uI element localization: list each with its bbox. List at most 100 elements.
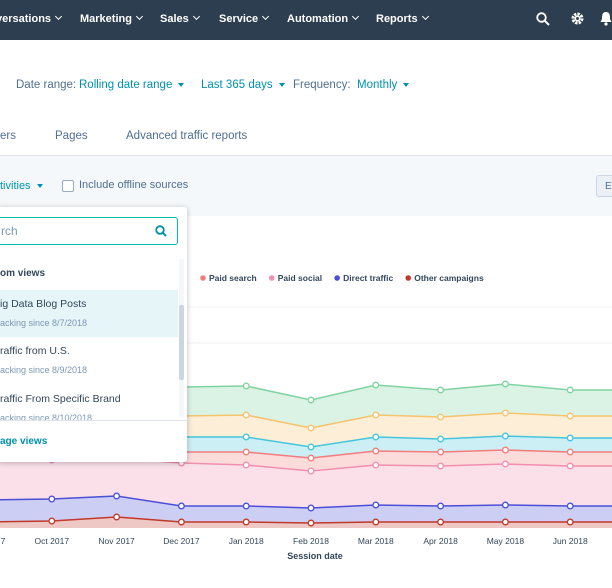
legend-label: Paid social [278,273,322,283]
point [372,433,380,441]
export-button[interactable]: E [596,175,612,197]
area [0,458,612,508]
x-tick-label: Apr 2018 [423,536,458,546]
frequency-select[interactable]: Monthly [357,79,409,91]
nav-item[interactable]: Service [219,13,268,25]
point [372,461,380,469]
search-input[interactable]: rch [0,217,178,245]
tab[interactable]: ers [0,130,16,142]
x-tick-label: Oct 2017 [35,536,70,546]
checkbox-label[interactable]: Include offline sources [79,179,189,191]
point [372,411,380,419]
legend-swatch [200,275,206,281]
legend-swatch [334,275,340,281]
x-tick-label: Nov 2017 [98,536,135,546]
group-header: om views [0,268,46,279]
point [113,492,121,500]
point [307,396,315,404]
point [307,467,315,475]
point [437,413,445,421]
point [501,432,509,440]
point [242,502,250,510]
item-title[interactable]: ig Data Blog Posts [0,298,87,310]
x-tick-label: 7 [1,536,6,546]
point [113,513,121,521]
point [437,462,445,470]
point [501,446,509,454]
x-tick-label: Dec 2017 [163,536,200,546]
point [566,386,574,394]
point [501,409,509,417]
x-tick-label: May 2018 [487,536,525,546]
point [307,443,315,451]
point [307,454,315,462]
search-placeholder: rch [1,224,18,238]
settings-icon[interactable] [570,11,585,26]
point [307,424,315,432]
tab[interactable]: Advanced traffic reports [126,130,248,142]
point [242,382,250,390]
item-subtitle: acking since 8/10/2018 [0,413,93,420]
tab[interactable]: Pages [55,130,88,142]
nav-item[interactable]: versations [0,13,61,25]
legend-swatch [405,275,412,281]
point [48,517,56,525]
point [372,501,380,509]
nav-item[interactable]: Reports [376,13,428,25]
divider [0,420,187,421]
point [372,518,380,526]
point [437,435,445,443]
frequency-label: Frequency: [293,79,351,91]
point [566,518,574,526]
nav-item[interactable]: Sales [160,13,199,25]
checkbox[interactable] [62,180,74,192]
area [0,517,612,528]
x-tick-label: Jan 2018 [229,536,264,546]
legend-label: Paid search [209,273,257,283]
item-title[interactable]: raffic from U.S. [0,345,70,357]
legend-swatch [268,275,275,281]
legend-label: Direct traffic [343,273,393,283]
nav-item[interactable]: Marketing [80,13,142,25]
point [242,448,250,456]
search-icon[interactable] [536,12,550,26]
item-title[interactable]: raffic From Specific Brand [0,393,121,405]
item-highlight [0,290,178,337]
filter-select[interactable]: tivities [0,180,43,192]
point [242,411,250,419]
x-tick-label: Feb 2018 [293,536,329,546]
point [177,518,185,526]
area [0,496,612,523]
footer-link[interactable]: age views [0,436,48,447]
point [501,460,509,468]
search-icon [155,225,167,237]
scrollbar-thumb[interactable] [179,305,184,380]
point [566,448,574,456]
point [566,462,574,470]
dropdown: rch om views ig Data Blog Posts acking s… [0,207,187,462]
notifications-icon[interactable] [600,11,612,26]
point [307,519,315,527]
date-range-label: Date range: [16,79,77,91]
point [437,502,445,510]
item-subtitle: acking since 8/9/2018 [0,365,88,375]
date-range-select[interactable]: Rolling date range [79,79,184,91]
point [566,412,574,420]
point [242,518,250,526]
point [566,502,574,510]
point [372,447,380,455]
point [501,518,509,526]
point [437,448,445,456]
point [501,380,509,388]
point [307,504,315,512]
point [372,381,380,389]
period-select[interactable]: Last 365 days [201,79,285,91]
x-tick-label: Mar 2018 [358,536,394,546]
nav-item[interactable]: Automation [287,13,358,25]
point [242,461,250,469]
point [48,495,56,503]
legend-label: Other campaigns [414,273,484,283]
x-tick-label: Jun 2018 [553,536,588,546]
toolbar: tivities Include offline sources E [0,155,612,216]
